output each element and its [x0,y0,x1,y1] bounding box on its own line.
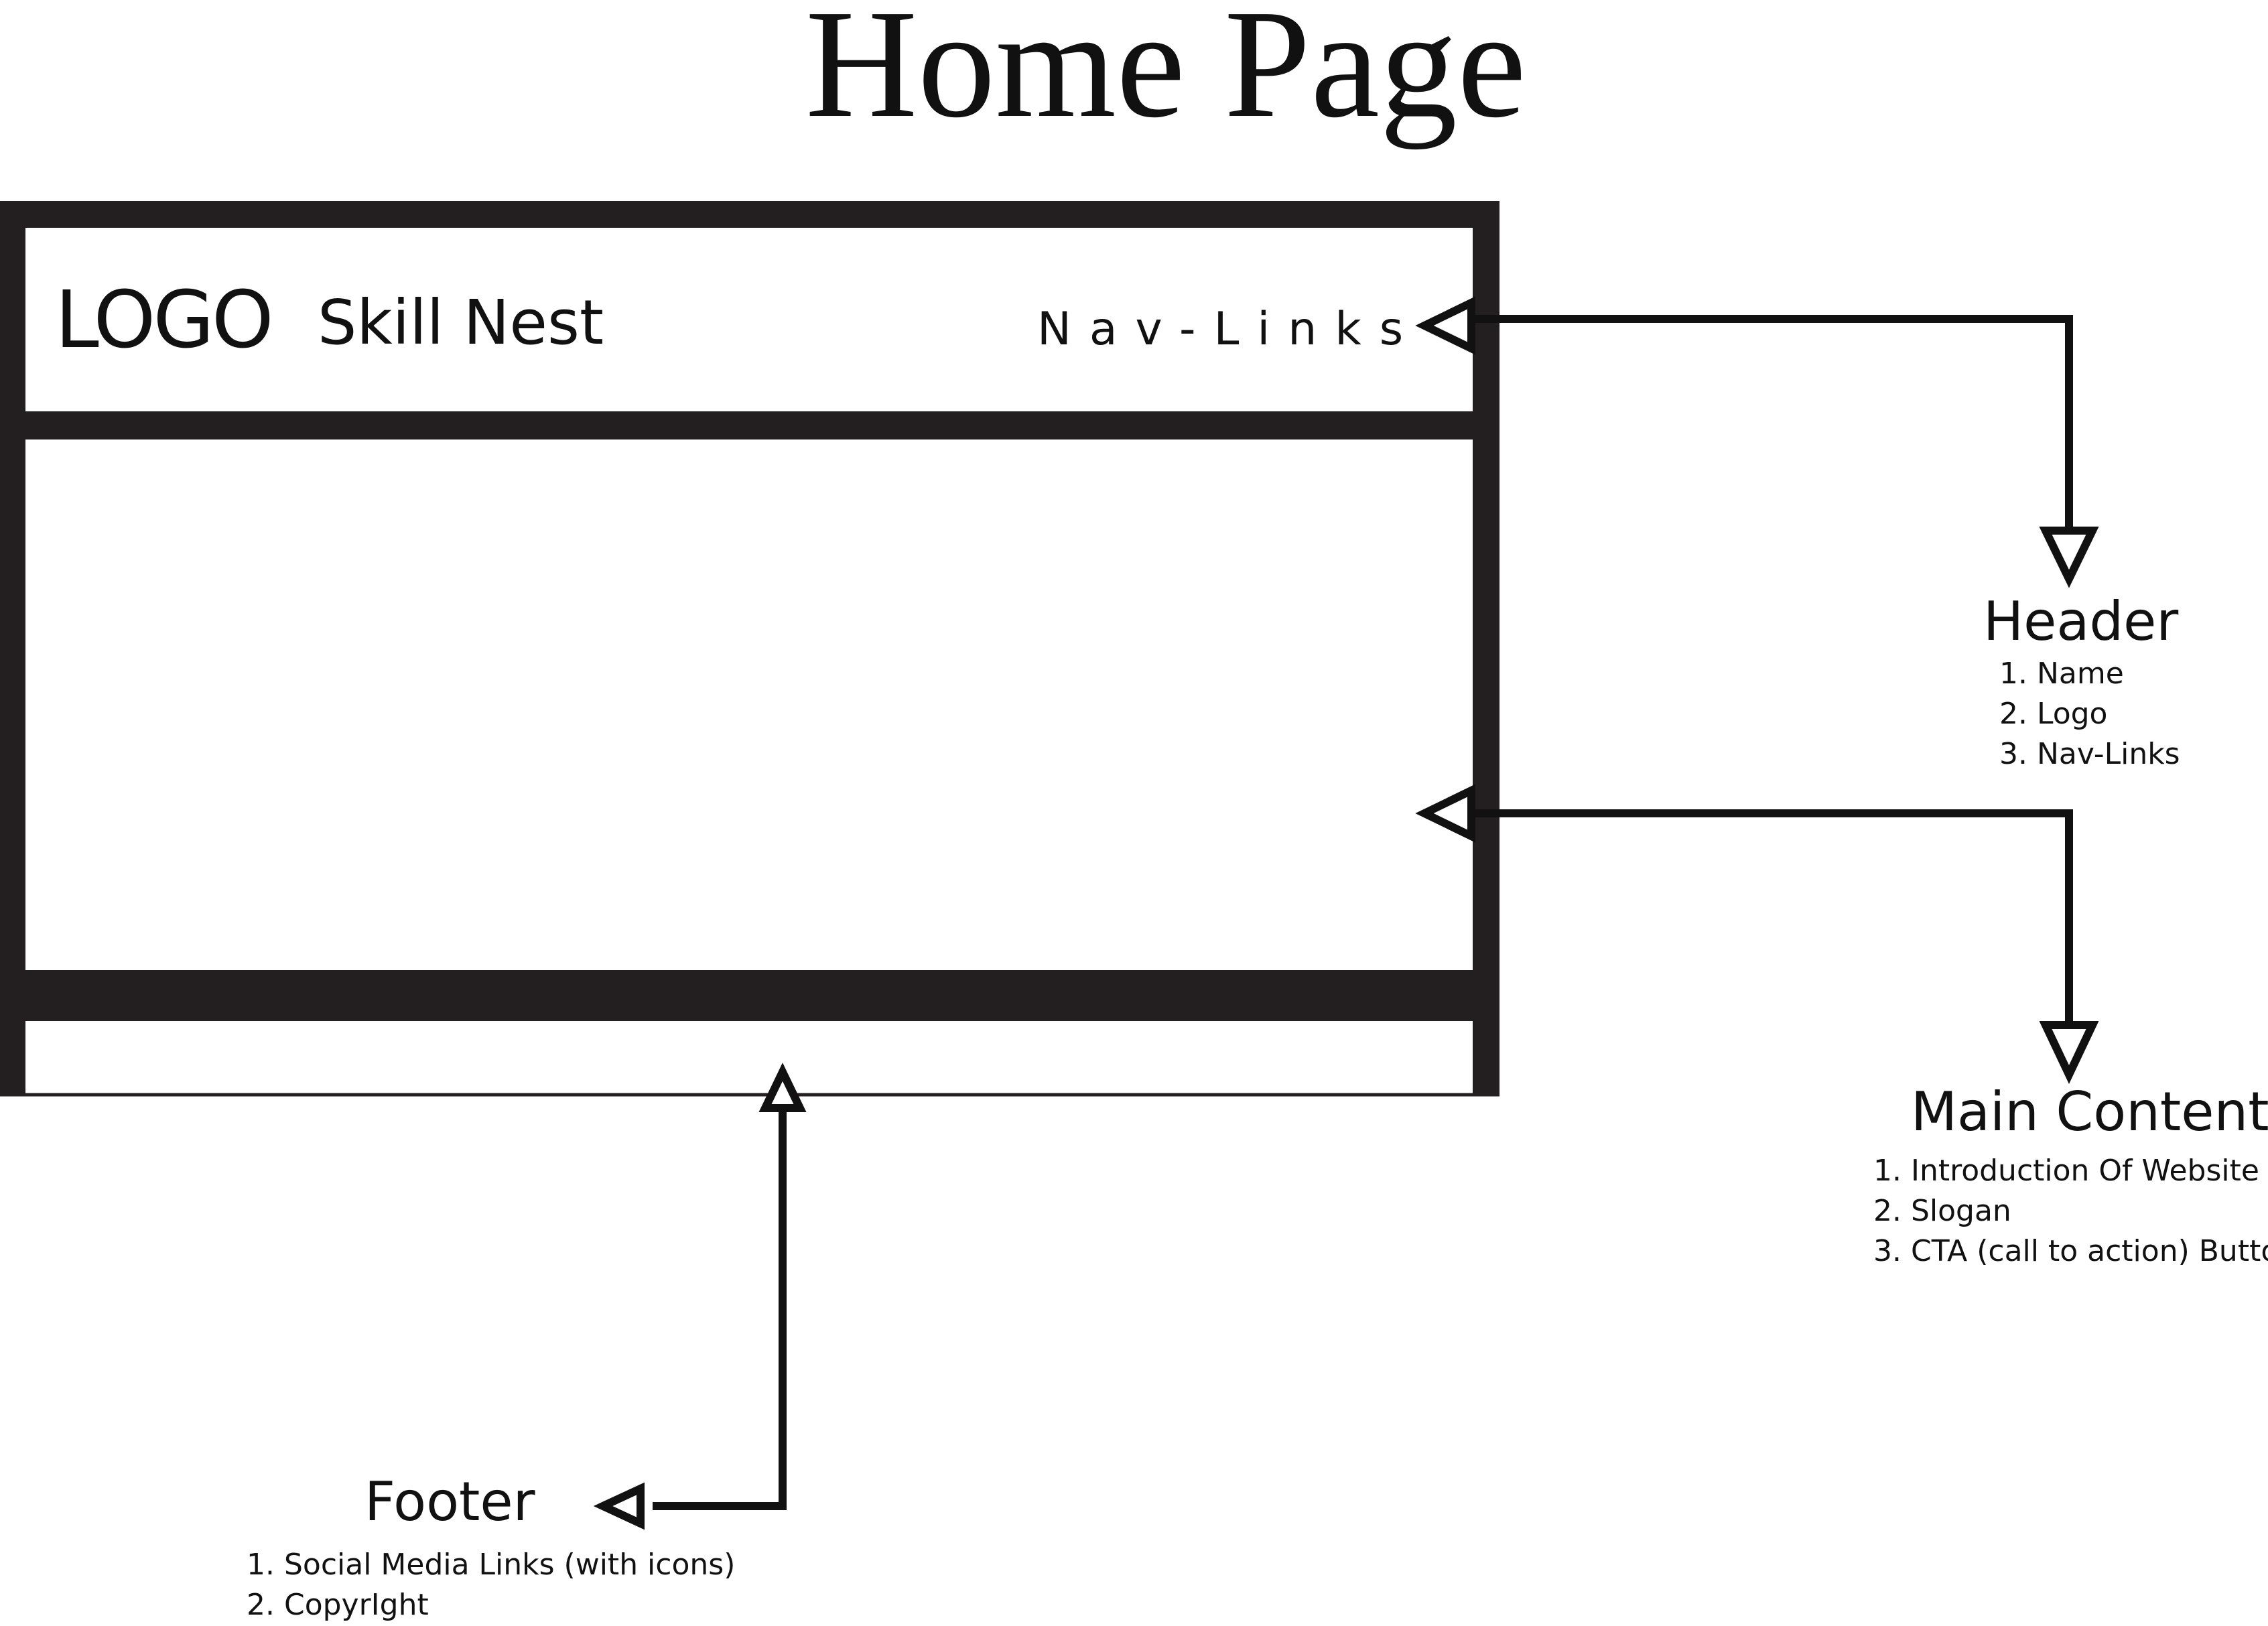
header-annotation-item: 1. Name [1999,657,2124,691]
header-connector [1415,296,2099,588]
main-content-annotation-item: 3. CTA (call to action) Button [1873,1234,2268,1268]
frame-right-bar [1473,201,1499,1096]
main-content-connector [1415,784,2099,1085]
wireframe-site-name: Skill Nest [318,287,604,358]
header-annotation-title: Header [1983,590,2179,653]
header-divider [0,411,1499,439]
main-content-annotation-title: Main Content [1911,1081,2268,1143]
footer-annotation-item: 1. Social Media Links (with icons) [247,1548,736,1582]
main-content-arrowhead-down [2039,1021,2099,1085]
frame-left-bar [0,201,25,1096]
header-annotation-item: 2. Logo [1999,697,2108,731]
page-title: Home Page [805,0,1526,150]
header-annotation-item: 3. Nav-Links [1999,737,2180,771]
footer-annotation-item: 2. CopyrIght [247,1588,429,1622]
header-annotation-list: 1. Name 2. Logo 3. Nav-Links [1999,654,2180,774]
footer-connector [593,1063,807,1530]
frame-top-bar [0,201,1499,228]
wireframe-frame [0,201,1499,1096]
main-content-annotation-item: 1. Introduction Of Website [1873,1154,2259,1188]
footer-annotation-list: 1. Social Media Links (with icons) 2. Co… [247,1545,735,1625]
footer-arrowhead-left [593,1482,645,1530]
footer-divider [0,970,1499,1021]
main-content-annotation-item: 2. Slogan [1873,1194,2011,1228]
footer-annotation-title: Footer [364,1471,535,1533]
header-arrowhead-down [2039,527,2099,588]
header-arrowhead-left [1415,296,1475,355]
footer-arrowhead-up [758,1063,807,1112]
wireframe-logo: LOGO [55,273,274,366]
wireframe-nav-links: Nav-Links [1037,303,1422,356]
main-content-arrowhead-left [1415,784,1475,843]
main-content-annotation-list: 1. Introduction Of Website 2. Slogan 3. … [1873,1151,2268,1272]
